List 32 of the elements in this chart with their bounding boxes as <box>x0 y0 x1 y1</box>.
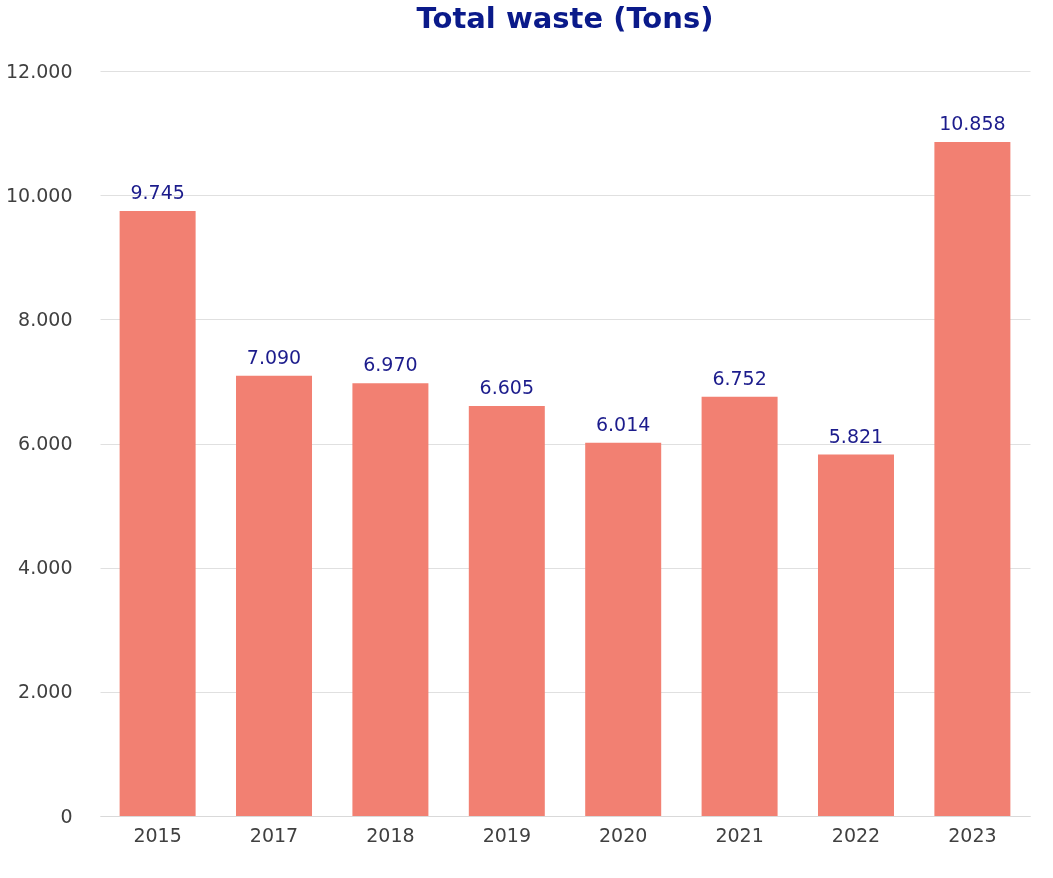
x-tick-label: 2020 <box>599 823 648 846</box>
y-tick-label: 4.000 <box>18 556 73 579</box>
data-label: 6.970 <box>363 353 418 376</box>
y-tick-label: 6.000 <box>18 432 73 454</box>
data-label: 6.752 <box>712 366 767 389</box>
bar <box>934 141 1011 816</box>
x-tick-label: 2023 <box>948 823 997 846</box>
x-tick-label: 2022 <box>831 823 881 846</box>
data-label: 10.858 <box>939 111 1006 134</box>
bar <box>585 442 662 816</box>
bar <box>817 454 894 816</box>
x-tick-label: 2017 <box>249 823 299 846</box>
bar <box>701 396 778 816</box>
data-label: 6.605 <box>479 375 535 398</box>
x-tick-label: 2015 <box>133 823 182 846</box>
chart-title: Total waste (Tons) <box>416 1 714 35</box>
bar <box>468 405 545 816</box>
x-tick-label: 2021 <box>715 823 764 846</box>
y-tick-label: 10.000 <box>6 183 73 206</box>
bar <box>352 383 429 816</box>
data-label: 6.014 <box>595 412 651 435</box>
bar <box>236 375 313 816</box>
y-tick-label: 2.000 <box>18 680 73 703</box>
x-tick-label: 2018 <box>366 823 415 846</box>
data-label: 9.745 <box>130 181 185 203</box>
data-label: 5.821 <box>828 424 884 447</box>
y-tick-label: 12.000 <box>6 59 73 82</box>
x-tick-label: 2019 <box>482 823 531 846</box>
bar <box>119 211 196 816</box>
y-tick-label: 8.000 <box>18 307 73 330</box>
y-tick-label: 0 <box>60 804 73 827</box>
data-label: 7.090 <box>246 345 302 368</box>
